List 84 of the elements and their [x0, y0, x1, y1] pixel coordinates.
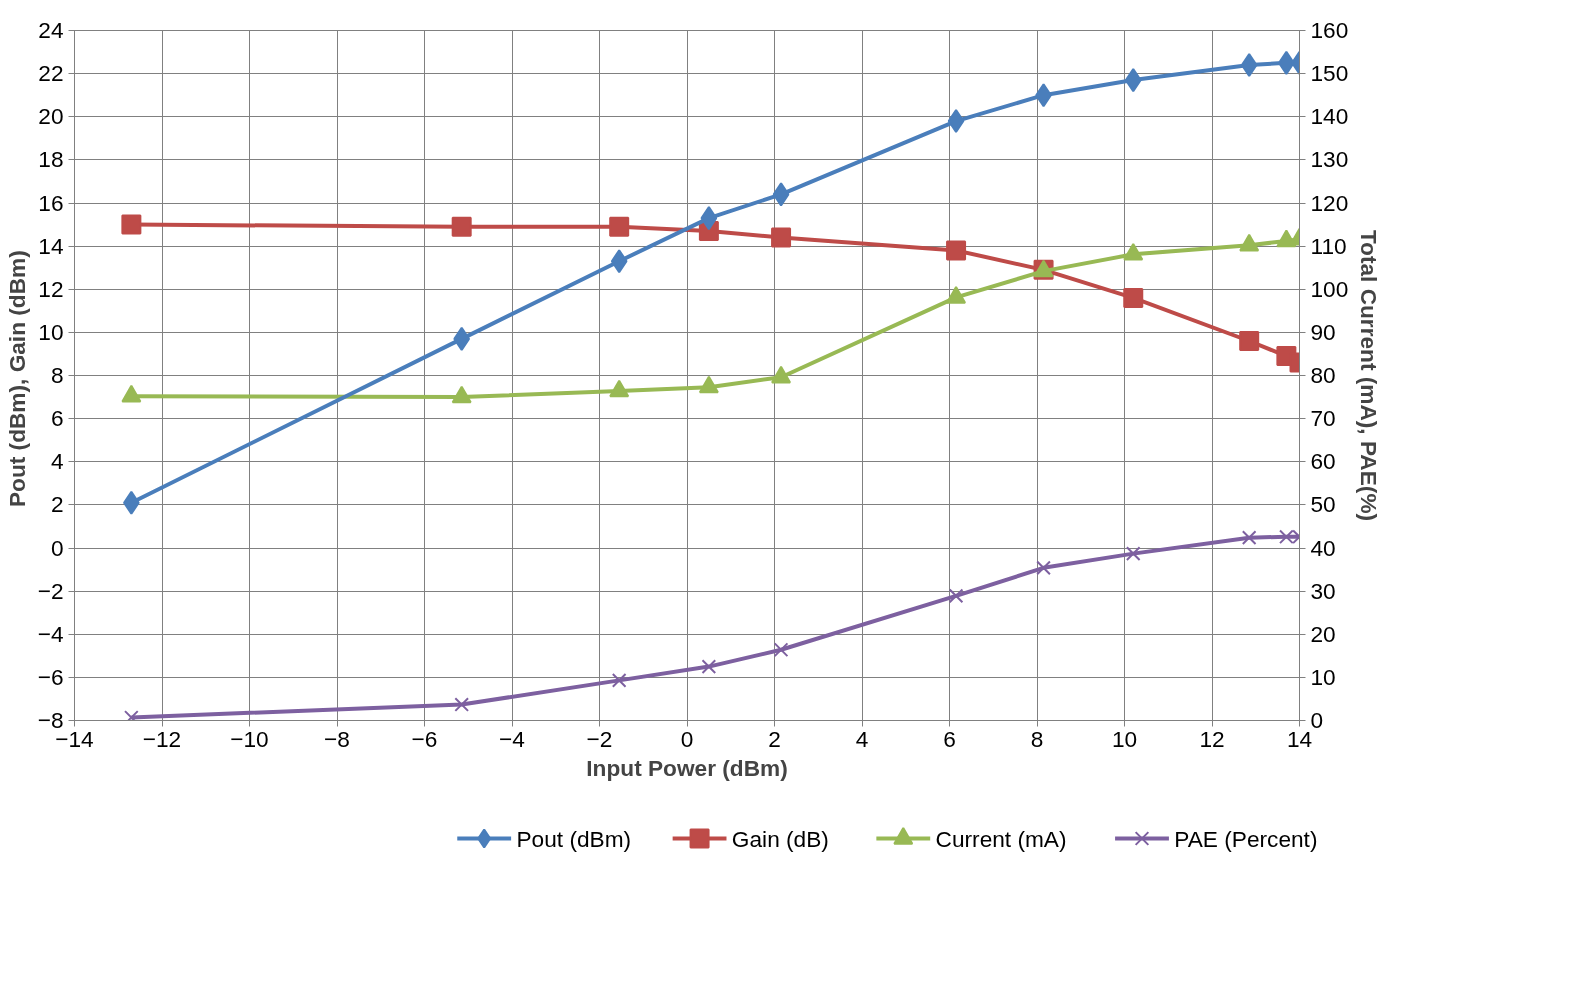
- point: [700, 206, 718, 231]
- point: [771, 365, 792, 384]
- x-tick-label: 10: [1111, 725, 1138, 752]
- point: [609, 379, 630, 398]
- point: [946, 286, 967, 304]
- x-tick-label: 14: [1286, 725, 1313, 752]
- y2-axis-title: Total Current (mA), PAE(%): [1356, 229, 1383, 522]
- point: [1123, 287, 1144, 308]
- point: [609, 216, 630, 237]
- y2-tick-label: 80: [1310, 362, 1336, 388]
- point: [1036, 560, 1051, 576]
- y-tick-label: 8: [50, 362, 64, 388]
- y2-tick-label: 40: [1310, 534, 1336, 561]
- x-tick-label: 12: [1199, 725, 1225, 752]
- x-tick-label: 6: [943, 725, 956, 752]
- y2-tick-label: 50: [1310, 491, 1336, 518]
- point: [1239, 233, 1260, 252]
- y2-tick-label: 10: [1310, 663, 1336, 690]
- x-axis-title: Input Power (dBm): [586, 754, 788, 781]
- y-tick-label: 4: [50, 448, 64, 475]
- y-tick-label: 14: [38, 232, 64, 259]
- x-tick-label: −10: [230, 725, 269, 752]
- y2-tick-label: 150: [1310, 60, 1349, 87]
- y-tick-label: 20: [38, 103, 64, 130]
- y-tick-label: 22: [38, 60, 64, 87]
- point: [611, 673, 627, 688]
- point: [1123, 242, 1144, 261]
- y-tick-label: 2: [50, 491, 64, 518]
- y2-tick-label: 160: [1310, 17, 1349, 43]
- y2-tick-label: 60: [1310, 448, 1336, 475]
- x-tick-label: −4: [499, 725, 525, 752]
- y-tick-label: 16: [38, 189, 64, 216]
- y-axis-title: Pout (dBm), Gain (dBm): [3, 250, 30, 508]
- y-tick-label: 18: [38, 146, 64, 173]
- point: [1240, 53, 1258, 77]
- legend-label: Gain (dB): [731, 825, 829, 852]
- y-tick-label: 12: [38, 275, 64, 302]
- point: [451, 216, 472, 237]
- point: [1239, 331, 1260, 351]
- legend-label: Pout (dBm): [516, 825, 632, 852]
- y2-tick-label: 20: [1310, 620, 1336, 647]
- x-tick-label: −8: [324, 725, 350, 752]
- x-tick-label: 8: [1030, 725, 1044, 752]
- y2-tick-label: 140: [1310, 103, 1349, 130]
- x-tick-label: 2: [768, 725, 781, 752]
- y-tick-label: 10: [38, 318, 64, 345]
- y2-tick-label: 30: [1310, 577, 1336, 604]
- y-tick-label: 24: [38, 17, 64, 43]
- point: [1241, 530, 1257, 546]
- point: [948, 588, 964, 604]
- legend-label: PAE (Percent): [1174, 825, 1318, 852]
- point: [701, 659, 717, 674]
- y2-tick-label: 100: [1310, 275, 1349, 302]
- point: [771, 227, 792, 248]
- point: [946, 240, 967, 261]
- point: [451, 385, 472, 404]
- y-tick-label: −6: [37, 663, 64, 690]
- point: [453, 326, 471, 351]
- y-tick-label: 6: [50, 405, 64, 432]
- y2-tick-label: 120: [1310, 189, 1349, 216]
- y-tick-label: −4: [37, 620, 64, 647]
- point: [772, 182, 790, 207]
- point: [698, 375, 719, 394]
- point: [121, 384, 142, 403]
- legend-label: Current (mA): [935, 825, 1067, 852]
- point: [773, 642, 789, 658]
- x-tick-label: −12: [142, 725, 182, 752]
- y2-tick-label: 70: [1310, 405, 1336, 432]
- point: [947, 109, 965, 134]
- y2-tick-label: 90: [1310, 318, 1336, 345]
- y2-tick-label: 110: [1310, 232, 1347, 259]
- point: [610, 249, 628, 274]
- x-tick-label: −6: [411, 725, 438, 752]
- y-tick-label: 0: [50, 534, 64, 561]
- point: [121, 214, 142, 235]
- y-tick-label: −2: [37, 577, 64, 604]
- x-tick-label: 4: [855, 725, 869, 752]
- point: [1125, 546, 1141, 561]
- x-tick-label: 0: [680, 725, 694, 752]
- y2-tick-label: 130: [1310, 146, 1349, 173]
- point: [1124, 68, 1142, 93]
- y2-tick-label: 0: [1310, 707, 1324, 733]
- point: [454, 697, 470, 712]
- x-tick-label: −2: [586, 725, 613, 752]
